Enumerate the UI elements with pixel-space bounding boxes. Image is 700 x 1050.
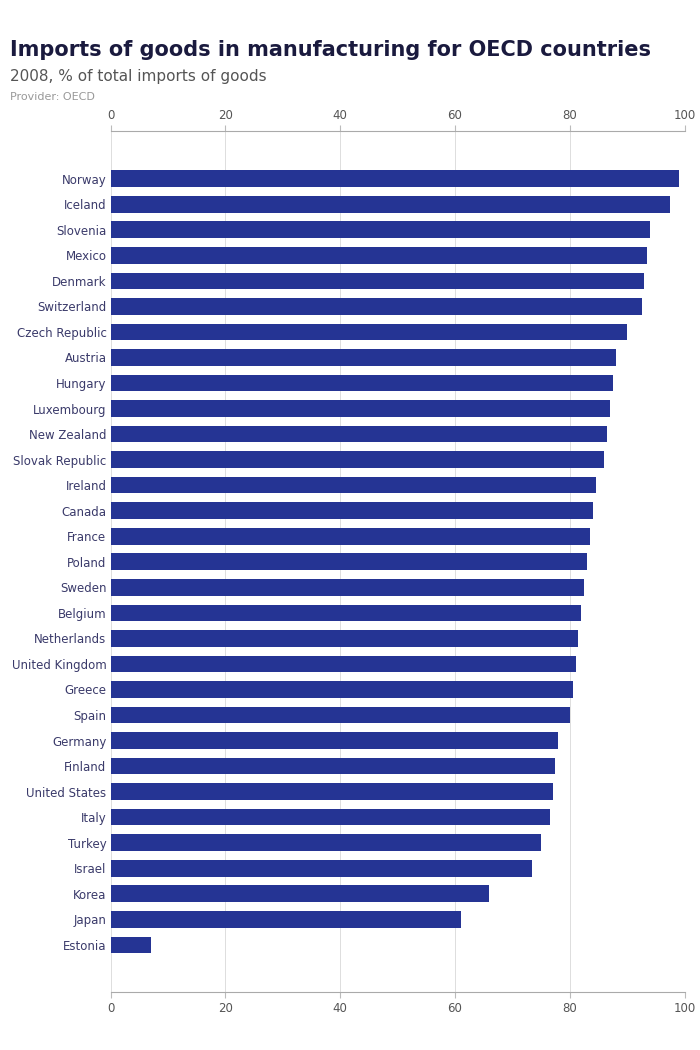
Bar (111, 425, 607, 442)
Bar (111, 196, 671, 212)
Bar (111, 758, 556, 774)
Bar (111, 605, 581, 622)
Bar (111, 273, 645, 289)
Text: Provider: OECD: Provider: OECD (10, 92, 95, 103)
Bar (111, 477, 596, 493)
Bar (111, 783, 552, 800)
Bar (111, 170, 679, 187)
Bar (111, 502, 593, 519)
Bar (111, 579, 584, 595)
Bar (111, 375, 613, 392)
Bar (111, 350, 616, 365)
Bar (111, 630, 578, 647)
Bar (111, 553, 587, 570)
Bar (111, 400, 610, 417)
Bar (111, 707, 570, 723)
Bar (111, 885, 489, 902)
Bar (111, 298, 642, 315)
Text: figure.nz: figure.nz (593, 20, 667, 35)
Bar (111, 681, 573, 698)
Bar (111, 835, 541, 850)
Bar (111, 808, 550, 825)
Text: 2008, % of total imports of goods: 2008, % of total imports of goods (10, 69, 267, 84)
Bar (111, 655, 575, 672)
Bar (111, 247, 648, 264)
Bar (111, 732, 559, 749)
Bar (111, 860, 533, 877)
Text: Imports of goods in manufacturing for OECD countries: Imports of goods in manufacturing for OE… (10, 40, 652, 60)
Bar (111, 222, 650, 238)
Bar (111, 937, 150, 953)
Bar (111, 911, 461, 927)
Bar (111, 323, 627, 340)
Bar (111, 452, 604, 468)
Bar (111, 528, 590, 545)
